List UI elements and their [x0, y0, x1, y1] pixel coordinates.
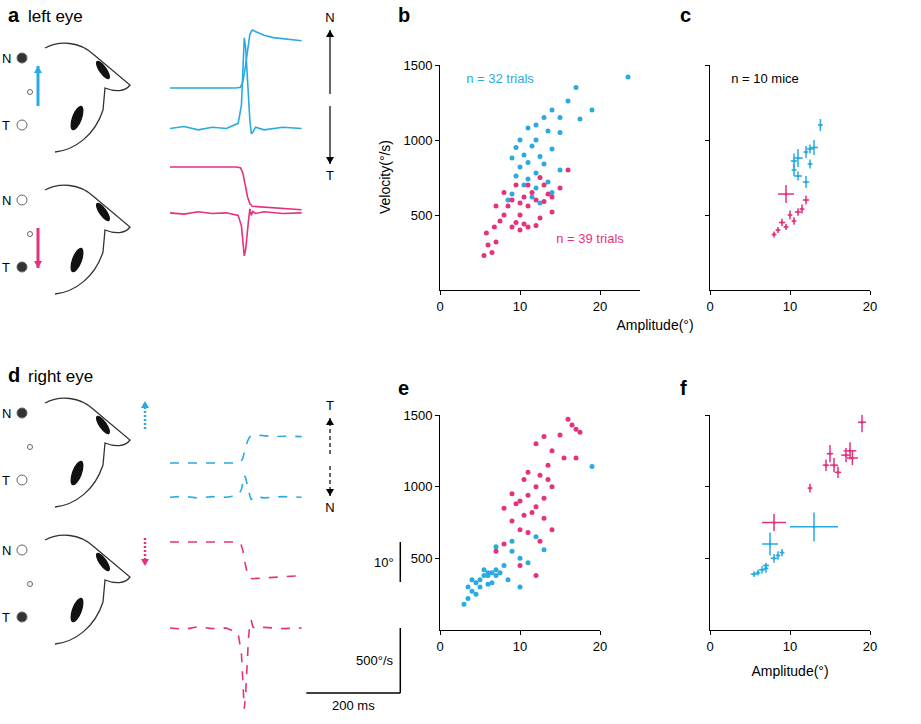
- svg-text:500°/s: 500°/s: [356, 653, 394, 668]
- svg-text:500: 500: [411, 208, 433, 223]
- svg-text:10: 10: [513, 639, 527, 654]
- svg-text:n = 10 mice: n = 10 mice: [731, 71, 799, 86]
- svg-text:Amplitude(°): Amplitude(°): [751, 663, 828, 679]
- svg-text:N: N: [325, 500, 334, 515]
- svg-text:b: b: [398, 4, 410, 26]
- svg-text:a: a: [8, 4, 20, 26]
- svg-text:10: 10: [783, 639, 797, 654]
- svg-text:1500: 1500: [403, 408, 432, 423]
- svg-text:1000: 1000: [403, 133, 432, 148]
- svg-text:0: 0: [706, 299, 713, 314]
- svg-text:N: N: [2, 406, 11, 421]
- svg-text:10: 10: [783, 299, 797, 314]
- svg-text:10°: 10°: [374, 555, 394, 570]
- svg-text:right eye: right eye: [28, 367, 93, 386]
- svg-text:0: 0: [436, 299, 443, 314]
- svg-text:20: 20: [863, 639, 877, 654]
- svg-text:1500: 1500: [403, 58, 432, 73]
- svg-text:200 ms: 200 ms: [332, 698, 375, 713]
- svg-text:c: c: [680, 4, 691, 26]
- svg-text:T: T: [326, 168, 334, 183]
- svg-text:T: T: [2, 118, 10, 133]
- svg-text:1000: 1000: [403, 479, 432, 494]
- svg-text:10: 10: [513, 299, 527, 314]
- svg-text:0: 0: [706, 639, 713, 654]
- svg-text:T: T: [2, 473, 10, 488]
- svg-text:n = 32 trials: n = 32 trials: [466, 71, 534, 86]
- svg-text:N: N: [2, 543, 11, 558]
- svg-text:Amplitude(°): Amplitude(°): [616, 317, 693, 333]
- svg-text:20: 20: [593, 639, 607, 654]
- svg-text:20: 20: [863, 299, 877, 314]
- svg-text:500: 500: [411, 551, 433, 566]
- svg-text:left eye: left eye: [28, 7, 83, 26]
- svg-text:N: N: [325, 10, 334, 25]
- svg-text:n = 39 trials: n = 39 trials: [556, 231, 624, 246]
- svg-text:T: T: [2, 260, 10, 275]
- svg-text:20: 20: [593, 299, 607, 314]
- svg-text:N: N: [2, 51, 11, 66]
- svg-text:N: N: [2, 193, 11, 208]
- svg-text:T: T: [2, 610, 10, 625]
- svg-text:e: e: [398, 377, 409, 399]
- svg-text:0: 0: [436, 639, 443, 654]
- svg-text:T: T: [326, 398, 334, 413]
- svg-text:d: d: [8, 364, 20, 386]
- svg-text:Velocity(°/s): Velocity(°/s): [377, 140, 393, 214]
- svg-text:f: f: [680, 377, 687, 399]
